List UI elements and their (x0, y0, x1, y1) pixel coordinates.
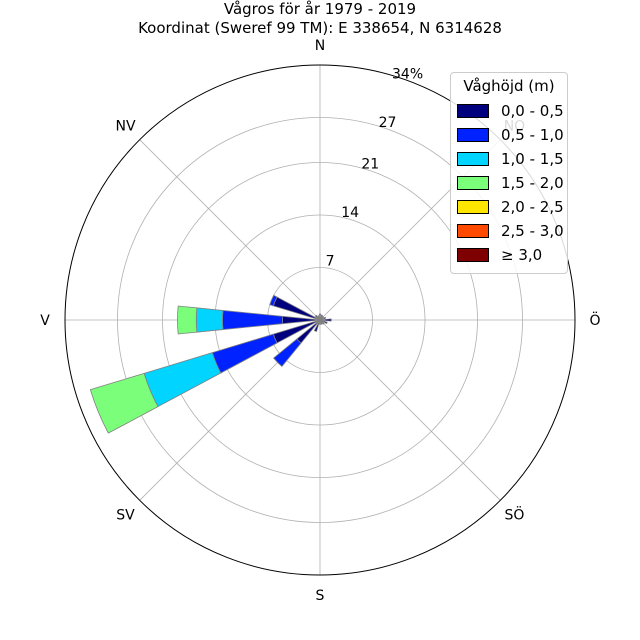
rose-bar (317, 315, 321, 321)
rose-bar (319, 316, 327, 321)
rose-bar (319, 318, 332, 322)
legend-label: 2,5 - 3,0 (501, 222, 564, 240)
legend-swatch (457, 152, 489, 166)
legend-label: 1,5 - 2,0 (501, 174, 564, 192)
outer-circle (64, 64, 576, 576)
direction-label: SÖ (505, 505, 525, 523)
chart-title: Vågros för år 1979 - 2019 (223, 0, 417, 18)
legend-swatch (457, 248, 489, 262)
radial-tick-label: 14 (341, 205, 359, 221)
legend-label: ≥ 3,0 (501, 246, 543, 264)
legend-entry: 2,5 - 3,0 (457, 219, 564, 243)
legend-label: 0,0 - 0,5 (501, 102, 564, 120)
grid-spoke (319, 319, 501, 501)
direction-label: V (40, 313, 50, 329)
grid-spoke (139, 139, 321, 321)
legend-entry: ≥ 3,0 (457, 243, 561, 267)
rose-bar (89, 372, 159, 434)
rose-bar (319, 319, 321, 325)
legend-label: 0,5 - 1,0 (501, 126, 564, 144)
radial-tick-label: 27 (379, 115, 397, 131)
rose-bar (211, 333, 278, 374)
legend-swatch (457, 224, 489, 238)
rose-bar (319, 319, 328, 325)
legend-entry: 0,5 - 1,0 (457, 123, 564, 147)
legend-entry: 1,0 - 1,5 (457, 147, 564, 171)
direction-label: SV (116, 507, 135, 523)
legend-swatch (457, 200, 489, 214)
legend-entry: 0,0 - 0,5 (457, 99, 564, 123)
rose-bar (195, 307, 224, 333)
rose-bar (319, 319, 323, 325)
legend-label: 1,0 - 1,5 (501, 150, 564, 168)
rose-bar (143, 352, 222, 408)
legend-swatch (457, 128, 489, 142)
rose-bar (177, 305, 198, 335)
chart-subtitle: Koordinat (Sweref 99 TM): E 338654, N 63… (138, 19, 502, 37)
legend-title: Våghöjd (m) (463, 77, 555, 95)
rose-bar (318, 313, 322, 321)
rose-bar (319, 319, 325, 325)
rose-bar (314, 314, 321, 321)
legend-swatch (457, 104, 489, 118)
radial-tick-label: 7 (326, 253, 335, 269)
legend-label: 2,0 - 2,5 (501, 198, 564, 216)
rose-bar (313, 319, 321, 332)
legend-swatch (457, 176, 489, 190)
direction-label: NV (116, 119, 136, 135)
direction-label: Ö (589, 311, 600, 329)
rose-bar (269, 294, 278, 307)
legend: Våghöjd (m) 0,0 - 0,5 0,5 - 1,0 1,0 - 1,5 1… (450, 72, 568, 274)
rose-bar (273, 338, 302, 367)
radial-tick-label: 34% (392, 66, 423, 82)
legend-entry: 2,0 - 2,5 (457, 195, 564, 219)
direction-label: S (316, 588, 325, 604)
rose-bar (222, 310, 284, 330)
direction-label: N (315, 38, 325, 54)
legend-entry: 1,5 - 2,0 (457, 171, 564, 195)
radial-tick-label: 21 (361, 156, 379, 172)
